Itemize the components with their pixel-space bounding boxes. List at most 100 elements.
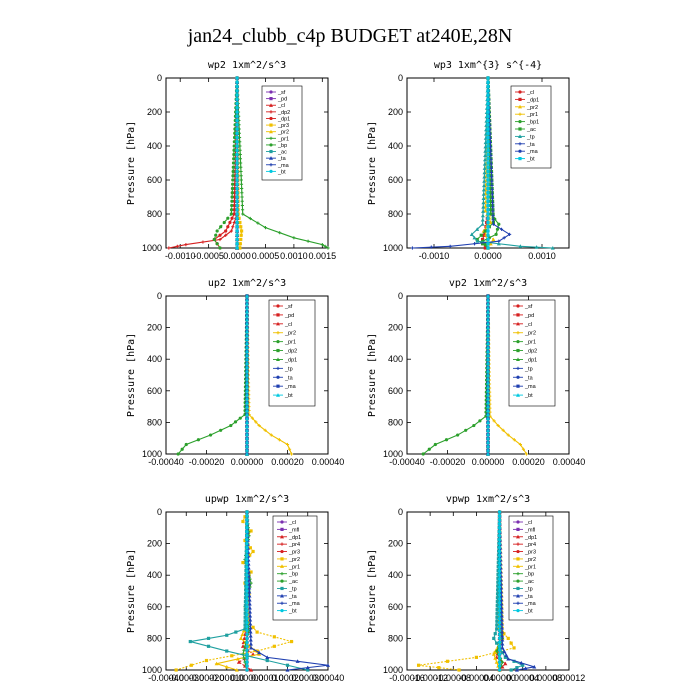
- legend-item: _pr2: [273, 331, 296, 337]
- data-point: [235, 97, 239, 101]
- x-tick-label: -0.00008: [436, 673, 472, 683]
- x-tick-label: -0.00010: [209, 673, 245, 683]
- data-point: [486, 101, 490, 106]
- data-point: [515, 666, 519, 670]
- legend-marker: [280, 579, 284, 583]
- data-point: [433, 442, 437, 447]
- x-tick-label: 0.00020: [271, 457, 304, 467]
- data-point: [245, 305, 249, 310]
- legend-label: _sf: [524, 304, 533, 310]
- data-point: [495, 600, 499, 604]
- legend-marker: [280, 586, 284, 591]
- data-point: [497, 538, 502, 542]
- legend-item: _ma: [277, 601, 301, 607]
- data-point: [235, 165, 239, 169]
- legend-box: [508, 515, 554, 621]
- data-point: [421, 452, 425, 456]
- legend-item: _cl: [515, 90, 534, 96]
- legend-item: _pr2: [266, 129, 289, 136]
- data-point: [475, 239, 480, 243]
- data-point: [497, 668, 502, 672]
- data-point: [481, 187, 486, 192]
- legend-label: _ta: [277, 156, 287, 162]
- data-point: [489, 158, 493, 162]
- legend-item: _dp1: [266, 116, 290, 122]
- data-point: [235, 89, 239, 93]
- data-point: [486, 233, 490, 237]
- data-point: [489, 162, 493, 166]
- data-point: [241, 212, 245, 216]
- data-point: [240, 186, 244, 191]
- x-tick-label: -0.00030: [168, 673, 204, 683]
- legend-marker: [516, 520, 520, 524]
- data-point: [499, 227, 504, 231]
- legend-item: _pr1: [273, 340, 296, 346]
- data-point: [486, 337, 490, 342]
- data-point: [245, 380, 249, 385]
- legend-item: _pd: [273, 313, 294, 319]
- data-point: [247, 597, 252, 602]
- data-point: [235, 152, 239, 157]
- data-point: [184, 243, 188, 247]
- data-point: [486, 144, 490, 148]
- y-tick-label: 1000: [142, 665, 162, 675]
- data-point: [486, 388, 490, 393]
- legend-item: _pr3: [277, 550, 300, 556]
- data-point: [500, 641, 505, 646]
- data-point: [486, 412, 490, 417]
- data-point: [248, 637, 253, 642]
- data-point: [326, 246, 330, 250]
- y-tick-label: 400: [388, 141, 403, 151]
- data-point: [493, 632, 497, 636]
- data-point: [235, 229, 239, 233]
- data-point: [482, 166, 487, 170]
- data-point: [239, 178, 243, 182]
- data-point: [495, 227, 500, 231]
- data-point: [410, 246, 414, 250]
- data-point: [490, 179, 494, 183]
- legend-label: _cl: [524, 520, 532, 526]
- data-point: [491, 218, 495, 222]
- y-tick-label: 200: [388, 539, 403, 549]
- data-point: [486, 325, 490, 330]
- legend-item: _bt: [277, 609, 297, 615]
- data-point: [499, 601, 504, 606]
- legend-label: _mfl: [288, 527, 299, 533]
- data-point: [245, 420, 249, 424]
- data-point: [523, 666, 528, 671]
- panels: wp2 1xm^2/s^302004006008001000-0.0010-0.…: [126, 60, 585, 683]
- data-point: [245, 589, 249, 593]
- data-point: [486, 84, 490, 89]
- legend-marker: [518, 157, 522, 161]
- data-point: [497, 585, 502, 589]
- data-point: [503, 661, 508, 666]
- data-point: [232, 144, 236, 148]
- legend-marker: [269, 143, 273, 147]
- data-point: [243, 596, 248, 600]
- data-point: [483, 208, 488, 213]
- data-point: [504, 653, 509, 657]
- data-point: [497, 593, 502, 597]
- data-point: [486, 123, 490, 127]
- data-point: [482, 174, 487, 179]
- data-point: [245, 573, 249, 577]
- legend-marker: [269, 129, 273, 134]
- data-point: [486, 294, 490, 298]
- data-point: [486, 345, 490, 349]
- data-point: [474, 655, 479, 659]
- legend-item: _tp: [273, 366, 293, 372]
- data-point: [444, 438, 449, 442]
- data-point: [506, 636, 510, 640]
- y-tick-label: 1000: [142, 243, 162, 253]
- x-tick-label: 0.00004: [506, 673, 539, 683]
- data-point: [248, 613, 253, 618]
- legend-label: _pr1: [526, 112, 538, 118]
- data-point: [486, 242, 490, 246]
- x-tick-label: 0.00040: [312, 457, 345, 467]
- data-point: [480, 222, 485, 226]
- legend: _cl_mfl_dp1_pr4_pr3_pr2_pr1_bp_ac_tp_ta_…: [272, 515, 318, 621]
- legend-item: _pr1: [266, 136, 289, 142]
- data-point: [486, 301, 490, 306]
- data-point: [237, 216, 241, 220]
- chart-panel-6: vpwp 1xm^2/s^302004006008001000-0.00016-…: [367, 494, 585, 683]
